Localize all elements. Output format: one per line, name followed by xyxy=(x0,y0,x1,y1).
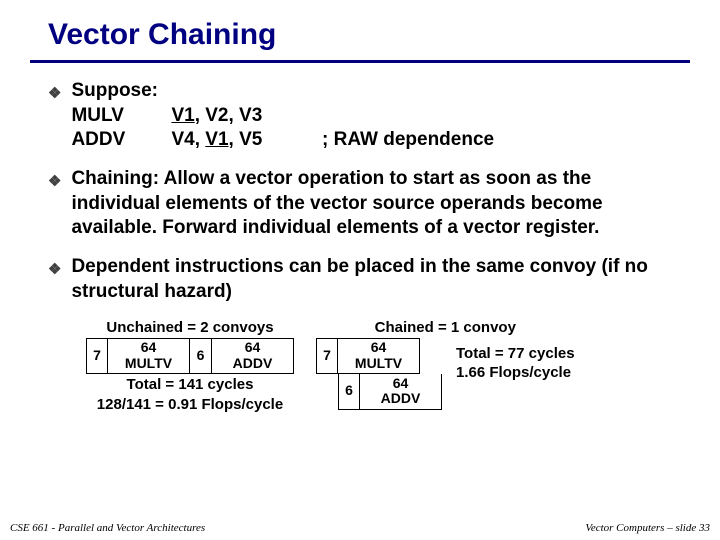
unchained-diagram: Unchained = 2 convoys 7 64 MULTV 6 xyxy=(86,319,294,414)
slide-title: Vector Chaining xyxy=(30,18,690,63)
footer-right: Vector Computers – slide 33 xyxy=(585,522,710,534)
chained-stage-multv: 64 MULTV xyxy=(338,338,420,374)
chained-header: Chained = 1 convoy xyxy=(375,319,516,336)
slide-footer: CSE 661 - Parallel and Vector Architectu… xyxy=(10,522,710,534)
diamond-icon: ❖ xyxy=(48,84,61,104)
bullet-suppose: ❖ Suppose: MULV V1, V2, V3 ADDV V4, V1, … xyxy=(48,79,680,153)
diamond-icon: ❖ xyxy=(48,260,61,280)
chained-totals: Total = 77 cycles 1.66 Flops/cycle xyxy=(456,338,575,383)
chained-stage-7: 7 xyxy=(316,338,338,374)
unchained-stage-7: 7 xyxy=(86,338,108,374)
suppose-lead: Suppose: xyxy=(71,79,680,104)
unchained-flops: 128/141 = 0.91 Flops/cycle xyxy=(97,396,283,414)
instr-addv: ADDV V4, V1, V5 ; RAW dependence xyxy=(71,128,680,153)
bullet-chaining-def: ❖ Chaining: Allow a vector operation to … xyxy=(48,167,680,241)
unchained-total: Total = 141 cycles xyxy=(127,376,254,394)
bullet-dependent: ❖ Dependent instructions can be placed i… xyxy=(48,255,680,304)
chained-stage-addv: 64 ADDV xyxy=(360,374,442,410)
pipeline-diagrams: Unchained = 2 convoys 7 64 MULTV 6 xyxy=(48,319,680,414)
unchained-stage-addv: 64 ADDV xyxy=(212,338,294,374)
raw-note: ; RAW dependence xyxy=(311,128,494,153)
unchained-stage-6: 6 xyxy=(190,338,212,374)
slide-content: ❖ Suppose: MULV V1, V2, V3 ADDV V4, V1, … xyxy=(30,79,690,414)
diamond-icon: ❖ xyxy=(48,172,61,192)
instr-mulv: MULV V1, V2, V3 xyxy=(71,104,680,129)
unchained-stage-multv: 64 MULTV xyxy=(108,338,190,374)
footer-left: CSE 661 - Parallel and Vector Architectu… xyxy=(10,522,205,534)
unchained-header: Unchained = 2 convoys xyxy=(106,319,273,336)
chained-stage-6: 6 xyxy=(338,374,360,410)
chained-diagram: Chained = 1 convoy 7 64 MULTV xyxy=(316,319,575,414)
